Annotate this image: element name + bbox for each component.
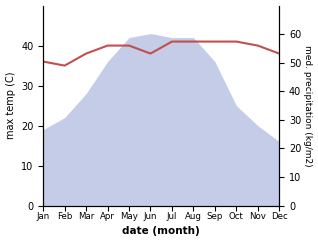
Y-axis label: max temp (C): max temp (C) bbox=[5, 72, 16, 139]
Y-axis label: med. precipitation (kg/m2): med. precipitation (kg/m2) bbox=[303, 45, 313, 166]
X-axis label: date (month): date (month) bbox=[122, 227, 200, 236]
